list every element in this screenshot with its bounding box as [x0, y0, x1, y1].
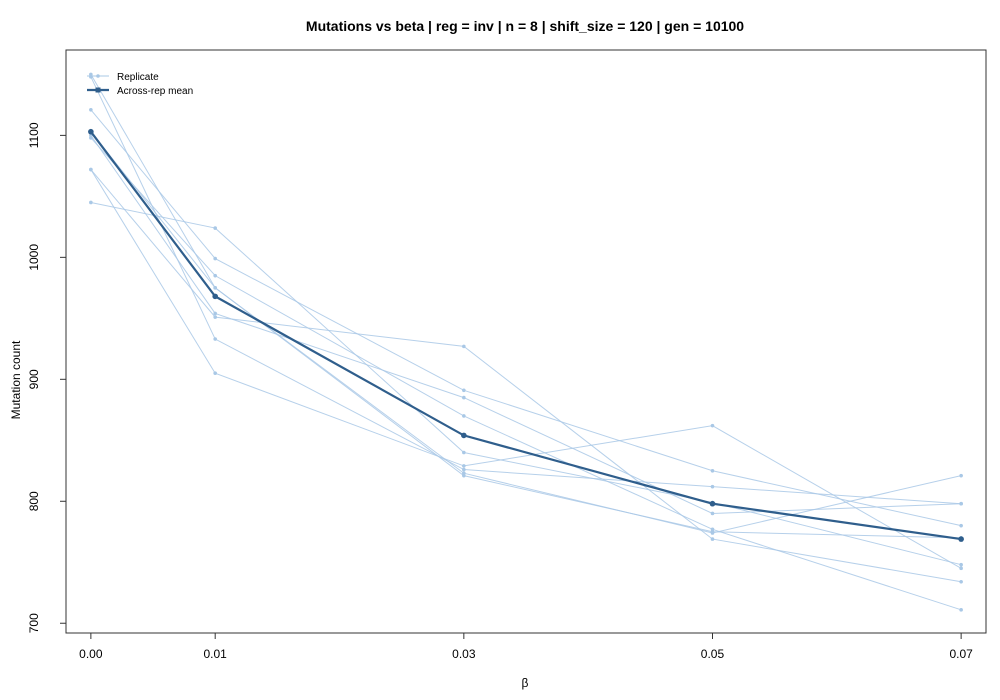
- y-tick-label: 1100: [27, 122, 41, 148]
- legend: Replicate Across-rep mean: [87, 72, 193, 97]
- replicate-point: [462, 464, 466, 468]
- chart-title: Mutations vs beta | reg = inv | n = 8 | …: [306, 18, 744, 34]
- mean-point: [958, 536, 964, 542]
- replicate-point: [89, 200, 93, 205]
- x-tick-label: 0.07: [949, 647, 973, 661]
- x-tick-label: 0.03: [452, 647, 476, 661]
- replicate-line: [90, 201, 962, 566]
- mean-point: [212, 293, 218, 300]
- replicate-line: [90, 76, 962, 505]
- replicate-point: [710, 484, 715, 489]
- replicate-point: [462, 395, 466, 400]
- replicate-line: [90, 131, 962, 534]
- replicate-point: [710, 511, 715, 516]
- mean-point: [88, 128, 94, 135]
- y-tick-label: 1000: [27, 244, 41, 271]
- replicate-point: [213, 311, 217, 316]
- mean-series-line: [89, 131, 962, 541]
- legend-marker-replicate: [96, 74, 100, 78]
- replicate-point: [213, 256, 217, 261]
- replicate-point: [959, 562, 963, 567]
- y-tick-label: 700: [27, 613, 41, 633]
- x-tick-label: 0.00: [79, 647, 103, 661]
- x-axis-label: β: [522, 676, 529, 690]
- legend-label-mean: Across-rep mean: [117, 86, 193, 97]
- legend-marker-mean: [95, 87, 101, 93]
- replicate-point: [959, 579, 963, 584]
- replicate-point: [213, 315, 217, 319]
- mean-line: [88, 128, 964, 542]
- replicate-point: [213, 371, 217, 376]
- replicate-point: [462, 344, 466, 349]
- replicate-line: [90, 74, 962, 539]
- replicate-point: [213, 273, 217, 278]
- replicate-point: [710, 527, 715, 532]
- y-tick-label: 800: [27, 491, 41, 511]
- x-axis: 0.00 0.01 0.03 0.05 0.07: [79, 633, 973, 661]
- replicate-point: [710, 537, 715, 541]
- replicate-point: [462, 450, 466, 455]
- replicate-point: [959, 523, 963, 528]
- y-tick-label: 900: [27, 369, 41, 389]
- replicate-point: [959, 608, 963, 612]
- mean-point: [709, 500, 716, 507]
- mean-point: [461, 432, 467, 439]
- replicate-point: [462, 467, 466, 472]
- replicate-point: [89, 107, 93, 112]
- replicate-point: [89, 167, 93, 172]
- replicate-point: [213, 337, 217, 341]
- replicate-point: [710, 468, 715, 473]
- replicate-line: [90, 135, 962, 514]
- x-tick-label: 0.01: [204, 647, 228, 661]
- replicate-point: [959, 473, 963, 478]
- replicate-point: [959, 501, 963, 506]
- legend-label-replicate: Replicate: [117, 72, 159, 83]
- replicate-point: [462, 388, 466, 393]
- replicate-line: [90, 137, 962, 611]
- replicate-point: [213, 226, 217, 230]
- y-axis: 700 800 900 1000 1100: [27, 122, 66, 633]
- replicate-point: [710, 531, 715, 535]
- replicate-point: [462, 414, 466, 418]
- replicate-point: [89, 136, 93, 140]
- plot-frame: [65, 49, 987, 634]
- replicate-lines: [89, 72, 963, 612]
- replicate-point: [959, 566, 963, 571]
- replicate-point: [710, 423, 715, 428]
- replicate-point: [462, 471, 466, 476]
- y-axis-label: Mutation count: [9, 340, 23, 419]
- replicate-point: [213, 286, 217, 290]
- x-tick-label: 0.05: [701, 647, 725, 661]
